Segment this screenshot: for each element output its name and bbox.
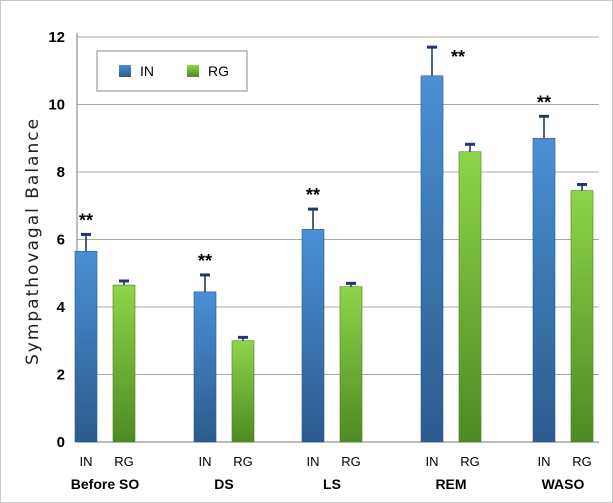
legend-swatch-in <box>119 65 131 77</box>
y-tick-label: 12 <box>48 29 65 46</box>
series-tick-label: IN <box>307 454 320 469</box>
bar-rg <box>339 286 363 443</box>
series-tick-label: IN <box>199 454 212 469</box>
bar-in <box>532 137 556 443</box>
bar-in <box>301 229 325 443</box>
bar-rg <box>570 190 594 443</box>
series-tick-label: RG <box>572 454 592 469</box>
category-label: Before SO <box>71 476 140 492</box>
series-tick-label: RG <box>233 454 253 469</box>
y-tick-label: 4 <box>57 299 66 316</box>
legend-label-in: IN <box>140 63 154 79</box>
category-label: LS <box>323 476 341 492</box>
bar-in <box>420 75 444 443</box>
significance-marker: ** <box>537 92 551 112</box>
significance-marker: ** <box>198 251 212 271</box>
y-tick-label: 8 <box>57 164 65 181</box>
category-label: DS <box>214 476 233 492</box>
series-tick-label: IN <box>80 454 93 469</box>
series-tick-label: RG <box>114 454 134 469</box>
bar-rg <box>231 340 255 443</box>
series-tick-label: RG <box>460 454 480 469</box>
gridlines <box>77 36 599 375</box>
series-tick-label: IN <box>538 454 551 469</box>
y-tick-label: 6 <box>57 232 65 249</box>
bar-in <box>74 251 98 443</box>
bar-rg <box>458 151 482 443</box>
significance-marker: ** <box>306 185 320 205</box>
series-tick-label: IN <box>426 454 439 469</box>
bars <box>74 45 594 443</box>
bar-rg <box>112 284 136 443</box>
y-axis-title: Sympathovagal Balance <box>23 117 43 365</box>
legend: IN RG <box>96 50 248 92</box>
bar-in <box>193 291 217 443</box>
significance-marker: ** <box>451 47 465 67</box>
axes <box>76 33 599 443</box>
category-label: REM <box>435 476 466 492</box>
legend-swatch-rg <box>187 65 199 77</box>
legend-label-rg: RG <box>208 63 229 79</box>
significance-marker: ** <box>79 210 93 230</box>
category-label: WASO <box>542 476 585 492</box>
series-tick-label: RG <box>341 454 361 469</box>
y-tick-label: 10 <box>48 97 65 114</box>
y-tick-label: 2 <box>57 367 65 384</box>
y-tick-label: 0 <box>57 434 65 451</box>
